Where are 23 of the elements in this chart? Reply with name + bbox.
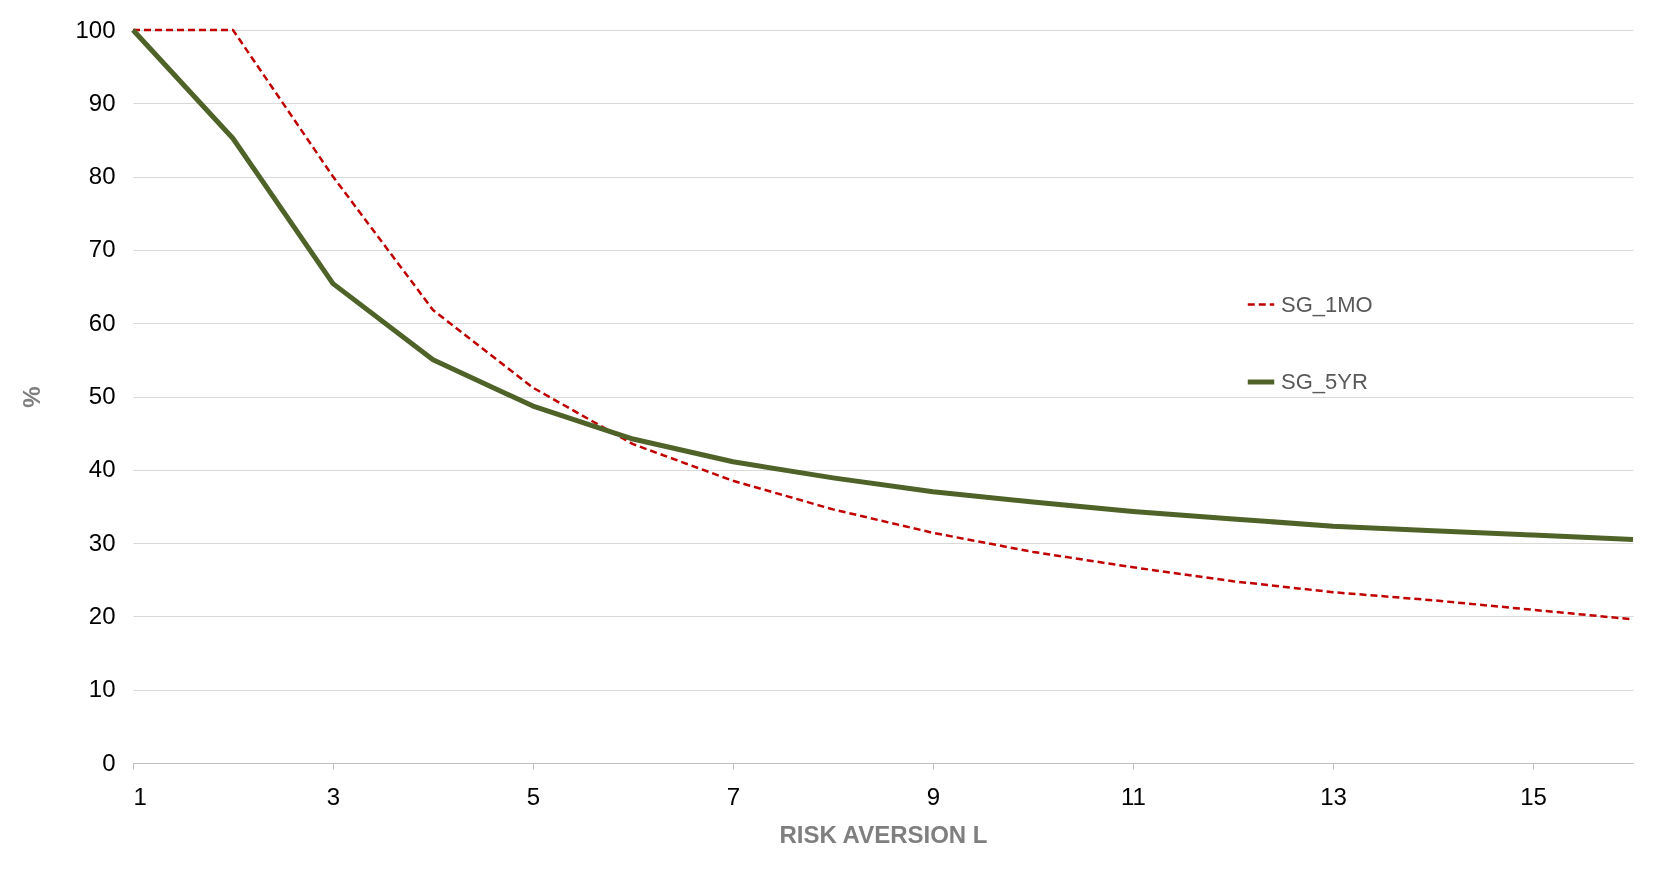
y-tick-label: 60 xyxy=(88,308,116,336)
y-tick-label: 30 xyxy=(88,528,116,556)
y-tick-label: 90 xyxy=(88,88,116,116)
y-tick-label: 70 xyxy=(88,235,116,263)
x-axis-title: RISK AVERSION L xyxy=(779,820,988,848)
y-tick-label: 0 xyxy=(102,748,116,776)
y-tick-label: 20 xyxy=(88,601,116,629)
x-tick-label: 3 xyxy=(326,782,341,810)
x-tick-label: 1 xyxy=(133,782,147,810)
y-tick-label: 50 xyxy=(88,382,116,409)
y-axis-title: % xyxy=(18,386,46,408)
legend-label: SG_5YR xyxy=(1281,369,1368,394)
y-tick-label: 100 xyxy=(75,15,116,43)
x-tick-label: 7 xyxy=(726,782,741,810)
x-tick-label: 13 xyxy=(1320,782,1347,810)
x-tick-label: 15 xyxy=(1520,782,1547,810)
y-tick-label: 10 xyxy=(88,675,116,703)
x-tick-label: 11 xyxy=(1121,782,1146,810)
legend-label: SG_1MO xyxy=(1281,291,1373,317)
y-tick-label: 80 xyxy=(88,162,116,190)
y-tick-label: 40 xyxy=(88,455,116,483)
x-tick-label: 9 xyxy=(926,782,941,810)
x-tick-label: 5 xyxy=(526,782,541,810)
